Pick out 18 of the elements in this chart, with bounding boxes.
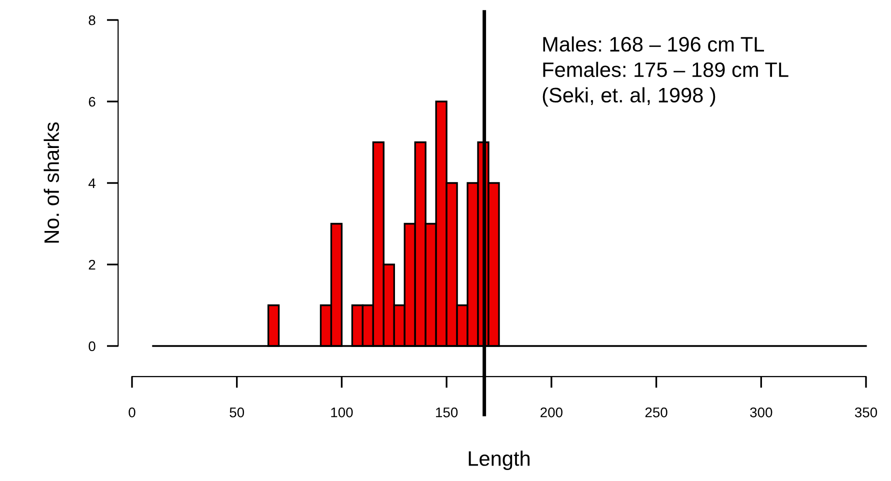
x-tick-label: 300 <box>750 407 772 418</box>
x-axis-title: Length <box>468 450 530 470</box>
x-tick-label: 0 <box>128 407 136 418</box>
x-tick-label: 250 <box>645 407 668 418</box>
x-tick-label: 150 <box>436 407 458 418</box>
y-axis-title: No. of sharks <box>44 122 60 243</box>
y-tick-label: 4 <box>88 178 96 188</box>
x-tick-label: 350 <box>854 407 878 418</box>
y-tick-label: 0 <box>88 341 96 352</box>
x-tick-label: 200 <box>540 407 562 418</box>
annotation: Females: 175 – 189 cm TL <box>543 62 788 78</box>
annotation: Males: 168 – 196 cm TL <box>543 36 764 52</box>
x-tick-label: 100 <box>331 407 353 418</box>
x-tick-label: 50 <box>230 407 244 418</box>
y-tick-label: 6 <box>88 96 96 107</box>
y-tick-label: 2 <box>88 260 96 270</box>
annotation: (Seki, et. al, 1998 ) <box>542 87 716 107</box>
y-tick-label: 8 <box>88 15 96 26</box>
